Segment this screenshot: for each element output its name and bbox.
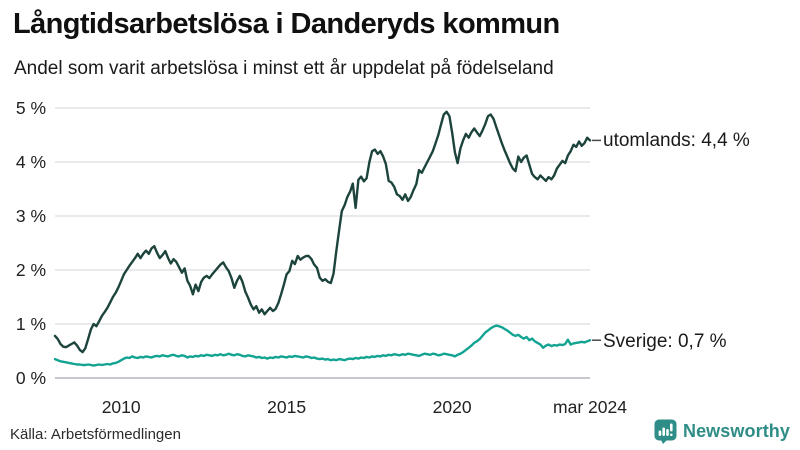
series-label-sverige: Sverige: 0,7 % <box>603 331 727 352</box>
y-tick-label: 3 % <box>16 206 46 226</box>
y-tick-label: 4 % <box>16 152 46 172</box>
x-tick-label: mar 2024 <box>553 397 627 417</box>
utomlands-line <box>53 110 592 354</box>
newsworthy-icon <box>654 419 677 444</box>
series-label-utomlands: utomlands: 4,4 % <box>603 130 750 151</box>
brand-name: Newsworthy <box>682 421 790 441</box>
y-tick-label: 5 % <box>16 98 46 118</box>
brand-logo: Newsworthy <box>654 419 790 444</box>
y-tick-label: 0 % <box>16 368 46 388</box>
sverige-line <box>53 324 592 367</box>
x-tick-label: 2010 <box>102 397 141 417</box>
x-tick-label: 2015 <box>267 397 306 417</box>
source-note: Källa: Arbetsförmedlingen <box>10 426 181 443</box>
x-tick-label: 2020 <box>433 397 472 417</box>
page-title: Långtidsarbetslösa i Danderyds kommun <box>13 8 560 40</box>
y-tick-label: 1 % <box>16 314 46 334</box>
chart-subtitle: Andel som varit arbetslösa i minst ett å… <box>14 58 554 79</box>
y-tick-label: 2 % <box>16 260 46 280</box>
